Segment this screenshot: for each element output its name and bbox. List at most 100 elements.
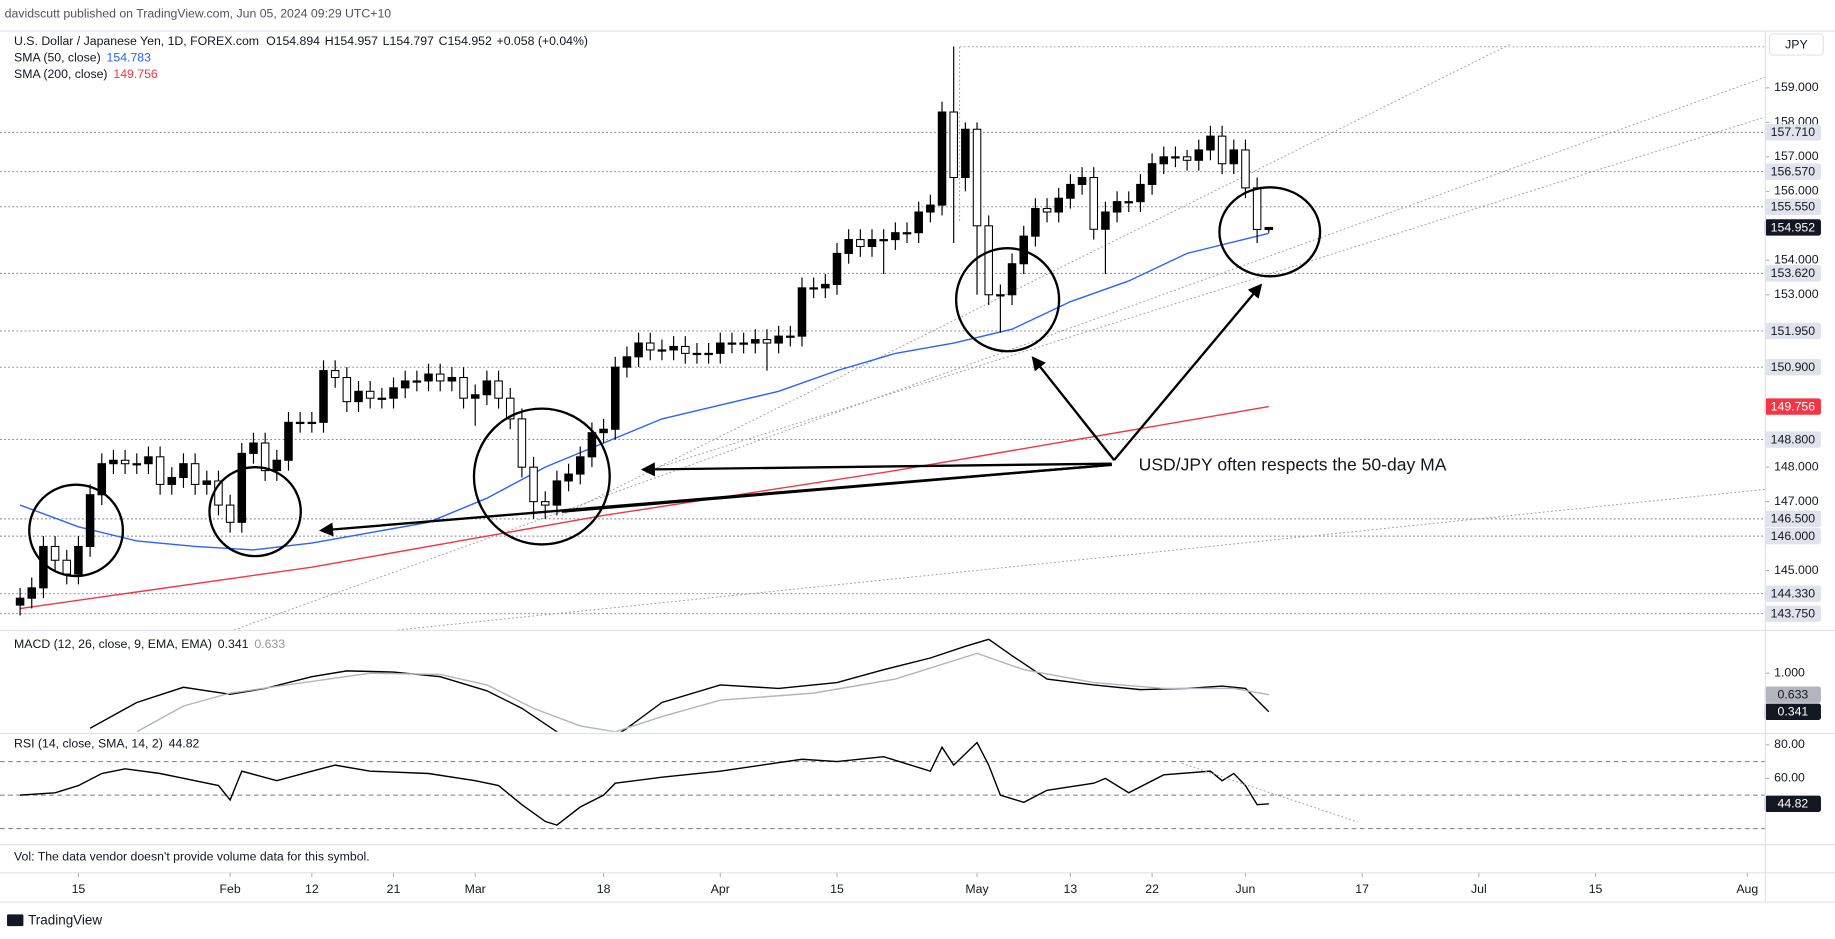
- publisher: davidscutt published on TradingView.com,…: [5, 6, 392, 20]
- candle-body: [681, 345, 690, 354]
- candle-body: [1112, 201, 1122, 213]
- candle-body: [1252, 187, 1262, 230]
- candle-body: [424, 373, 433, 382]
- rsi-value: 44.82: [169, 737, 200, 751]
- candle-body: [716, 342, 725, 354]
- circle: [208, 465, 302, 558]
- ohlc-prefix: O: [266, 34, 276, 48]
- level-label-box: [1764, 358, 1821, 376]
- candle-body: [1042, 208, 1052, 213]
- x-tick-label: Aug: [1736, 882, 1758, 896]
- candle-body: [937, 111, 947, 206]
- candle-body: [284, 421, 293, 461]
- sma-name: SMA (200, close): [14, 67, 107, 81]
- candle-body: [120, 459, 130, 465]
- currency-button[interactable]: [1768, 33, 1824, 56]
- sma-price-box: [1764, 398, 1821, 415]
- candle-body: [540, 501, 550, 506]
- candle-body: [470, 394, 480, 399]
- candle-body: [1007, 263, 1017, 296]
- circle: [472, 407, 611, 546]
- sma-legend: SMA (200, close) 149.756: [14, 67, 158, 81]
- candle-body: [1089, 176, 1099, 230]
- candle-body: [564, 473, 573, 482]
- x-tick-label: 15: [72, 882, 86, 896]
- candle-body: [50, 545, 60, 561]
- macd-title: MACD (12, 26, close, 9, EMA, EMA): [14, 637, 212, 651]
- candle-body: [27, 587, 37, 599]
- ohlc-prefix: L: [383, 34, 390, 48]
- sma-legend: SMA (50, close) 154.783: [14, 51, 151, 65]
- y-tick-label: 145.000: [1774, 563, 1819, 577]
- candle-body: [494, 380, 503, 399]
- y-tick-label: 148.000: [1774, 459, 1819, 473]
- line-series: [19, 405, 1269, 610]
- candle-body: [447, 376, 457, 382]
- candle-body: [891, 232, 900, 241]
- y-tick-label: 1.000: [1774, 665, 1805, 679]
- candle-body: [704, 352, 713, 356]
- grid-layer: 15 Feb 12 21 Mar 18 Apr 15 May 13 22 Jun 17 Jul 15 Aug 1…: [0, 80, 1819, 896]
- candle-body: [774, 335, 783, 344]
- candle-body: [132, 463, 142, 466]
- candle-body: [237, 452, 247, 523]
- sma-price: 149.756: [1771, 399, 1816, 413]
- symbol-legend: U.S. Dollar / Japanese Yen, 1D, FOREX.co…: [14, 34, 588, 48]
- candle-body: [1136, 183, 1145, 203]
- candle-body: [342, 376, 352, 403]
- candle-body: [727, 342, 737, 345]
- candle-body: [610, 366, 620, 430]
- x-tick-label: 22: [1145, 882, 1159, 896]
- x-tick-label: 13: [1064, 882, 1078, 896]
- logo-icon: [7, 914, 24, 927]
- symbol: U.S. Dollar / Japanese Yen, 1D, FOREX.co…: [14, 34, 259, 48]
- candle-body: [459, 376, 468, 399]
- level-label: 143.750: [1771, 607, 1816, 621]
- candle-body: [575, 456, 585, 475]
- arrow: [1031, 356, 1116, 461]
- candle-body: [1066, 183, 1075, 199]
- y-tick-label: 60.00: [1774, 771, 1805, 785]
- candle-body: [739, 342, 748, 345]
- candle-body: [144, 456, 153, 465]
- candle-body: [879, 239, 888, 242]
- candle-body: [786, 335, 795, 338]
- candle-body: [996, 294, 1005, 297]
- x-tick-label: 18: [597, 882, 611, 896]
- y-tick-label: 159.000: [1774, 80, 1819, 94]
- line-series: [136, 652, 1269, 732]
- currency-label[interactable]: JPY: [1785, 37, 1808, 51]
- candle-body: [62, 559, 72, 575]
- level-label-box: [1764, 527, 1821, 545]
- level-label-box: [1764, 265, 1821, 282]
- arrow: [561, 463, 1112, 513]
- candle-body: [330, 370, 340, 379]
- last-value-box: [1764, 703, 1821, 720]
- candle-body: [307, 421, 317, 425]
- last-price: 154.952: [1771, 220, 1816, 234]
- trend-line: [655, 116, 1765, 469]
- line-series: [19, 232, 1269, 551]
- candle-body: [249, 442, 258, 454]
- x-tick-label: 15: [830, 882, 844, 896]
- candle-body: [844, 239, 853, 254]
- line-series: [89, 638, 1270, 732]
- sma-value: 154.783: [107, 51, 152, 65]
- candle-body: [377, 397, 387, 400]
- candle-body: [365, 390, 375, 399]
- candle-body: [272, 459, 282, 472]
- level-label-box: [1764, 163, 1821, 180]
- candle-body: [949, 111, 958, 179]
- y-tick-label: 153.000: [1774, 287, 1819, 301]
- rsi-title: RSI (14, close, SMA, 14, 2): [14, 737, 163, 751]
- plot-layer: 157.710 156.570 155.550 153.620 151.950 150.9…: [15, 46, 1821, 826]
- x-tick-label: 15: [1589, 882, 1603, 896]
- x-tick-label: Jul: [1471, 882, 1487, 896]
- last-value-box: [1764, 686, 1821, 703]
- candle-body: [914, 211, 923, 234]
- logo: TradingView: [7, 912, 102, 927]
- candle-body: [751, 339, 760, 344]
- candle-body: [505, 397, 515, 420]
- candle-body: [412, 380, 422, 383]
